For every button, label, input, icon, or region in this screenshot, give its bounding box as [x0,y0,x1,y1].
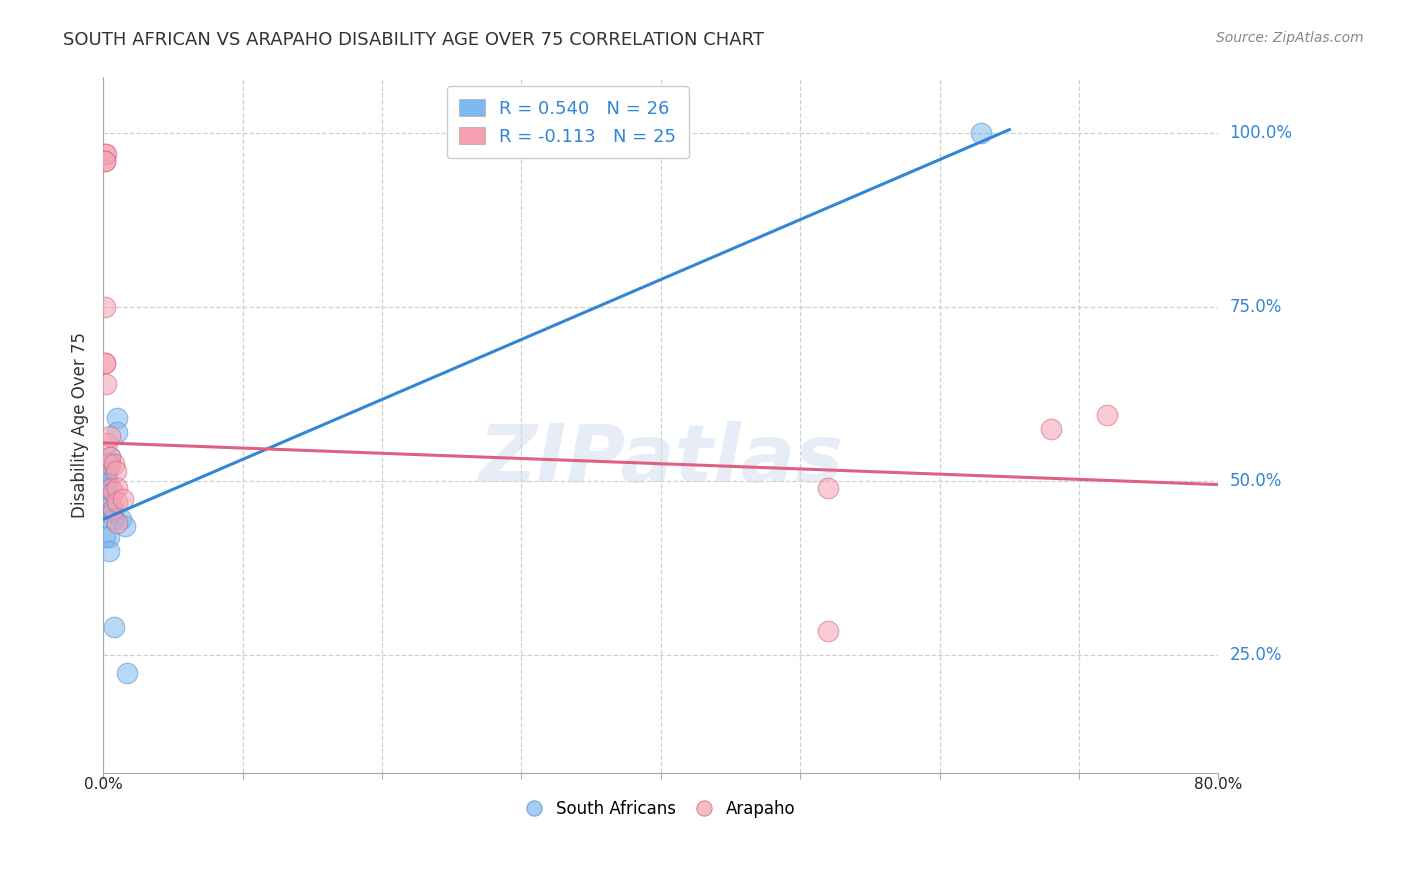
Point [93,153,115,168]
Point [93,477,115,491]
Text: Source: ZipAtlas.com: Source: ZipAtlas.com [1216,31,1364,45]
Point [1095,408,1118,422]
Point [94,376,117,391]
Point [93,488,115,502]
Point [105,495,128,509]
Text: 80.0%: 80.0% [1194,777,1243,792]
Point [97,543,120,558]
Point [93,508,115,523]
Point [105,481,128,495]
Text: 25.0%: 25.0% [1230,646,1282,665]
Point [98,429,121,443]
Point [94,481,117,495]
Point [98,457,121,471]
Point [100,481,122,495]
Point [105,411,128,425]
Point [115,665,138,680]
Point [105,516,128,530]
Point [93,153,115,168]
Text: 50.0%: 50.0% [1230,472,1282,490]
Point [1040,422,1063,436]
Point [970,126,993,140]
Point [103,512,125,526]
Point [96,474,118,488]
Point [93,147,115,161]
Point [93,530,115,544]
Point [97,457,120,471]
Text: 75.0%: 75.0% [1230,298,1282,316]
Point [114,519,136,533]
Point [817,624,839,638]
Point [817,481,839,495]
Point [104,464,127,478]
Text: SOUTH AFRICAN VS ARAPAHO DISABILITY AGE OVER 75 CORRELATION CHART: SOUTH AFRICAN VS ARAPAHO DISABILITY AGE … [63,31,765,49]
Point [98,450,121,464]
Point [111,491,134,506]
Point [94,467,117,482]
Point [101,502,124,516]
Point [103,457,125,471]
Point [93,481,115,495]
Point [96,435,118,450]
Point [105,425,128,440]
Text: ZIPatlas: ZIPatlas [478,421,844,500]
Point [93,356,115,370]
Point [93,474,115,488]
Point [97,530,120,544]
Point [94,470,117,484]
Text: 0.0%: 0.0% [84,777,122,792]
Point [94,147,117,161]
Point [98,450,121,464]
Point [101,484,124,499]
Point [93,300,115,314]
Point [101,505,124,519]
Point [96,467,118,482]
Text: 100.0%: 100.0% [1230,124,1292,142]
Y-axis label: Disability Age Over 75: Disability Age Over 75 [72,333,89,518]
Point [110,512,132,526]
Point [96,464,118,478]
Point [100,499,122,513]
Point [103,620,125,634]
Point [93,356,115,370]
Legend: South Africans, Arapaho: South Africans, Arapaho [519,793,803,824]
